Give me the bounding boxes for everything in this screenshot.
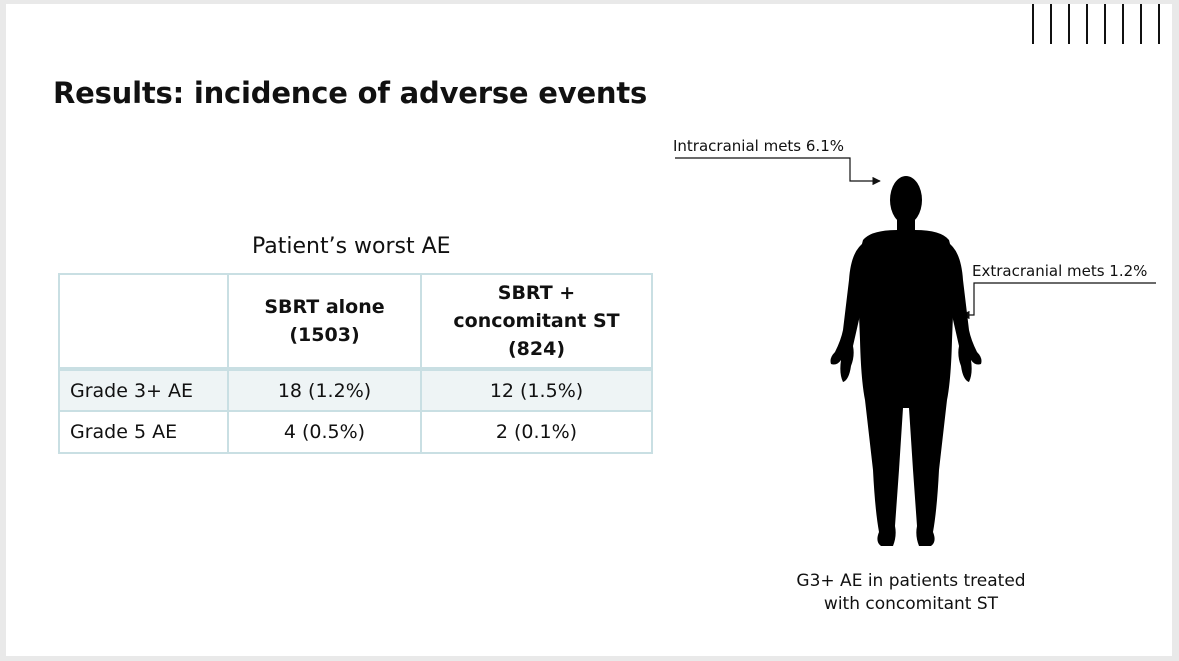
cell-sbrt-alone: 18 (1.2%) [227,367,422,412]
header-sbrt-concomitant-st: SBRT + concomitant ST (824) [420,273,653,370]
table-header-row: SBRT alone (1503) SBRT + concomitant ST … [58,273,653,370]
adverse-events-table: SBRT alone (1503) SBRT + concomitant ST … [58,273,653,454]
slide-title: Results: incidence of adverse events [53,76,648,110]
header-line: SBRT + [497,282,576,304]
row-label: Grade 3+ AE [58,367,229,412]
header-line: SBRT alone [264,296,385,318]
caption-line: G3+ AE in patients treated [796,571,1026,591]
table-caption: Patient’s worst AE [252,234,451,259]
header-line: (824) [507,338,566,360]
annotation-intracranial: Intracranial mets 6.1% [673,137,844,155]
header-line: concomitant ST [453,310,620,332]
row-label: Grade 5 AE [58,410,229,454]
caption-line: with concomitant ST [823,594,999,614]
human-body-silhouette-icon [830,176,982,546]
header-empty-cell [58,273,229,370]
cell-sbrt-st: 12 (1.5%) [420,367,653,412]
slide: Results: incidence of adverse events Pat… [6,4,1172,656]
figure-caption: G3+ AE in patients treated with concomit… [746,570,1076,616]
annotation-extracranial: Extracranial mets 1.2% [972,262,1148,280]
header-line: (1503) [289,324,360,346]
header-sbrt-alone: SBRT alone (1503) [227,273,422,370]
vertical-bars-decoration [1032,4,1160,44]
cell-sbrt-st: 2 (0.1%) [420,410,653,454]
table-row: Grade 3+ AE 18 (1.2%) 12 (1.5%) [58,367,653,412]
table-row: Grade 5 AE 4 (0.5%) 2 (0.1%) [58,410,653,454]
cell-sbrt-alone: 4 (0.5%) [227,410,422,454]
